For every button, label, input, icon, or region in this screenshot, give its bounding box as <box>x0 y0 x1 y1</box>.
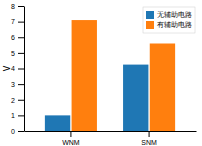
bar-series <box>72 20 176 131</box>
y-axis-line <box>24 7 25 132</box>
y-tick-mark <box>18 53 24 54</box>
y-tick: 0 <box>11 128 24 135</box>
y-tick-label: 6 <box>11 34 15 41</box>
legend: 无辅助电路有辅助电路 <box>143 7 195 33</box>
bar <box>45 115 70 131</box>
y-tick: 2 <box>11 96 24 103</box>
y-tick-label: 5 <box>11 50 15 57</box>
x-tick-mark <box>149 131 150 137</box>
y-tick-mark <box>18 22 24 23</box>
plot-area: 0 1 2 3 4 5 6 7 8 WNM SNM 无辅助电路有辅助电路 <box>11 3 196 146</box>
x-tick: SNM <box>141 131 157 146</box>
x-tick-label: WNM <box>62 139 80 146</box>
legend-swatch <box>146 11 154 19</box>
y-tick: 6 <box>11 34 24 41</box>
y-tick: 3 <box>11 81 24 88</box>
x-axis-line <box>25 131 197 132</box>
y-tick-mark <box>18 115 24 116</box>
y-tick-label: 4 <box>11 65 15 72</box>
legend-frame <box>143 7 195 33</box>
y-tick-label: 3 <box>11 81 15 88</box>
bar <box>72 20 97 131</box>
legend-label: 无辅助电路 <box>157 11 192 19</box>
bar <box>123 65 148 131</box>
legend-item: 有辅助电路 <box>146 21 192 29</box>
legend-label: 有辅助电路 <box>157 21 192 29</box>
y-tick-mark <box>18 84 24 85</box>
y-tick-label: 0 <box>11 128 15 135</box>
y-tick-mark <box>18 69 24 70</box>
y-tick-label: 8 <box>11 3 15 10</box>
legend-item: 无辅助电路 <box>146 11 192 19</box>
y-tick-label: 1 <box>11 112 15 119</box>
bars <box>45 20 175 131</box>
y-tick-label: 7 <box>11 18 15 25</box>
y-tick: 1 <box>11 112 24 119</box>
chart-svg: 0 1 2 3 4 5 6 7 8 WNM SNM 无辅助电路有辅助电路 V <box>0 0 202 146</box>
x-tick: WNM <box>62 131 80 146</box>
bar <box>150 44 175 132</box>
y-tick: 7 <box>11 18 24 25</box>
y-tick-mark <box>18 131 24 132</box>
y-axis-title: V <box>3 65 12 71</box>
x-tick-label: SNM <box>141 139 157 146</box>
y-tick: 4 <box>11 65 24 72</box>
y-tick-mark <box>18 100 24 101</box>
y-tick-mark <box>18 37 24 38</box>
chart-container: 0 1 2 3 4 5 6 7 8 WNM SNM 无辅助电路有辅助电路 V <box>0 0 202 146</box>
y-tick-label: 2 <box>11 96 15 103</box>
x-axis: WNM SNM <box>25 131 197 146</box>
y-axis: 0 1 2 3 4 5 6 7 8 <box>11 3 24 135</box>
y-tick: 5 <box>11 50 24 57</box>
y-tick: 8 <box>11 3 24 10</box>
legend-swatch <box>146 21 154 29</box>
y-tick-mark <box>18 6 24 7</box>
x-tick-mark <box>70 131 71 137</box>
